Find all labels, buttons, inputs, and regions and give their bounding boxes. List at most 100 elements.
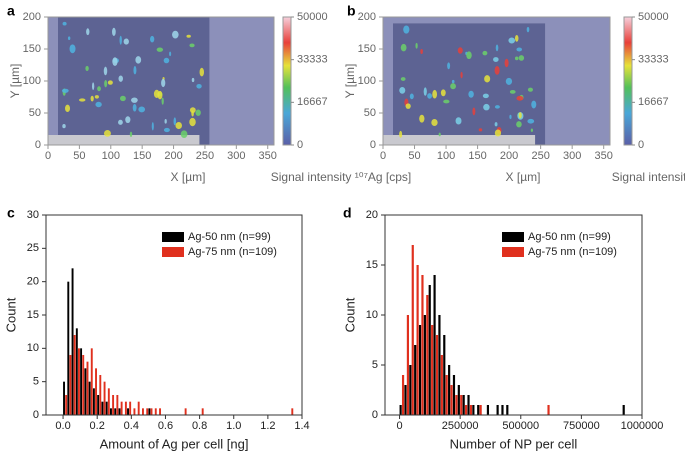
bar <box>547 405 550 415</box>
bar <box>622 405 625 415</box>
colorbar-tick-label: 16667 <box>638 96 669 108</box>
panel-letter: b <box>347 3 356 19</box>
bar <box>501 405 504 415</box>
cell-spot <box>427 93 433 99</box>
bar <box>506 405 509 415</box>
cell-spot <box>494 122 498 127</box>
y-tick-label: 50 <box>29 107 41 119</box>
cell-spot <box>508 37 516 44</box>
y-tick-label: 0 <box>33 409 39 421</box>
bar <box>443 335 446 415</box>
x-tick-label: 0.4 <box>124 420 139 432</box>
bar <box>435 335 439 415</box>
panel-letter: c <box>7 205 15 221</box>
bar <box>467 395 470 415</box>
bar <box>118 408 121 415</box>
cell-spot <box>482 50 488 56</box>
cell-spot <box>133 65 137 75</box>
cell-spot <box>440 89 446 97</box>
bar <box>414 345 417 415</box>
cell-spot <box>405 103 411 109</box>
x-tick-label: 250 <box>531 150 549 162</box>
x-tick-label: 250 <box>196 150 214 162</box>
x-tick-label: 750000 <box>563 420 600 432</box>
cell-spot <box>189 43 195 48</box>
bar <box>428 285 431 415</box>
y-tick-label: 15 <box>366 259 378 271</box>
bar <box>103 381 106 415</box>
cell-spot <box>403 25 410 34</box>
bar <box>421 275 424 415</box>
cell-spot <box>62 21 67 26</box>
cell-spot <box>415 42 418 49</box>
bar <box>78 348 80 415</box>
x-tick-label: 50 <box>408 150 420 162</box>
cell-spot <box>443 99 450 104</box>
y-tick-label: 150 <box>23 43 41 55</box>
bar <box>146 408 149 415</box>
cell-spot <box>169 51 172 57</box>
bar <box>184 408 187 415</box>
bar <box>479 405 482 415</box>
cell-spot <box>504 58 509 68</box>
bar <box>99 375 102 415</box>
y-tick-label: 10 <box>366 309 378 321</box>
panel-letter: d <box>343 205 352 221</box>
cell-spot <box>409 93 414 100</box>
x-tick-label: 1.4 <box>294 420 309 432</box>
bar <box>452 375 456 415</box>
bar <box>291 408 294 415</box>
bar <box>411 245 414 415</box>
y-tick-label: 100 <box>23 75 41 87</box>
cell-spot <box>419 114 425 123</box>
cell-spot <box>438 132 441 137</box>
legend-swatch <box>162 247 184 257</box>
x-axis-label: X [µm] <box>506 170 541 184</box>
cell-spot <box>482 93 489 99</box>
bar <box>477 405 480 415</box>
cell-spot <box>95 101 102 108</box>
bar <box>406 315 410 415</box>
cell-spot <box>97 86 101 92</box>
x-tick-label: 500000 <box>502 420 539 432</box>
x-tick-label: 300 <box>227 150 245 162</box>
legend-swatch <box>502 232 524 242</box>
y-tick-label: 150 <box>358 43 376 55</box>
colorbar <box>282 16 292 146</box>
bar <box>75 328 78 415</box>
bar <box>84 368 87 415</box>
cell-spot <box>118 119 123 125</box>
cell-spot <box>478 128 483 132</box>
x-tick-label: 100 <box>102 150 120 162</box>
cell-spot <box>107 80 113 85</box>
y-tick-label: 200 <box>23 11 41 23</box>
panel-letter: a <box>7 3 15 19</box>
cell-spot <box>423 87 427 96</box>
map-image <box>393 23 546 145</box>
bar <box>69 355 72 415</box>
y-axis-label: Count <box>3 297 18 332</box>
cell-spot <box>153 89 160 99</box>
bar <box>460 395 463 415</box>
y-tick-label: 15 <box>27 309 39 321</box>
colorbar-tick-label: 50000 <box>297 11 328 23</box>
x-tick-label: 0.8 <box>192 420 207 432</box>
cell-spot <box>509 89 516 94</box>
cell-spot <box>400 43 407 52</box>
cell-spot <box>494 129 502 137</box>
cell-spot <box>135 56 142 64</box>
cell-spot <box>509 114 512 120</box>
y-tick-label: 20 <box>27 276 39 288</box>
cell-spot <box>161 97 164 105</box>
cell-spot <box>466 51 472 60</box>
y-tick-label: 10 <box>27 342 39 354</box>
colorbar-tick-label: 33333 <box>638 54 669 66</box>
cell-spot <box>132 104 137 112</box>
y-axis-label: Y [µm] <box>343 64 357 99</box>
x-tick-label: 1000000 <box>621 420 664 432</box>
cell-spot <box>400 77 406 81</box>
y-tick-label: 50 <box>364 107 376 119</box>
bar <box>201 408 204 415</box>
bar <box>472 405 475 415</box>
cell-spot <box>199 67 204 77</box>
